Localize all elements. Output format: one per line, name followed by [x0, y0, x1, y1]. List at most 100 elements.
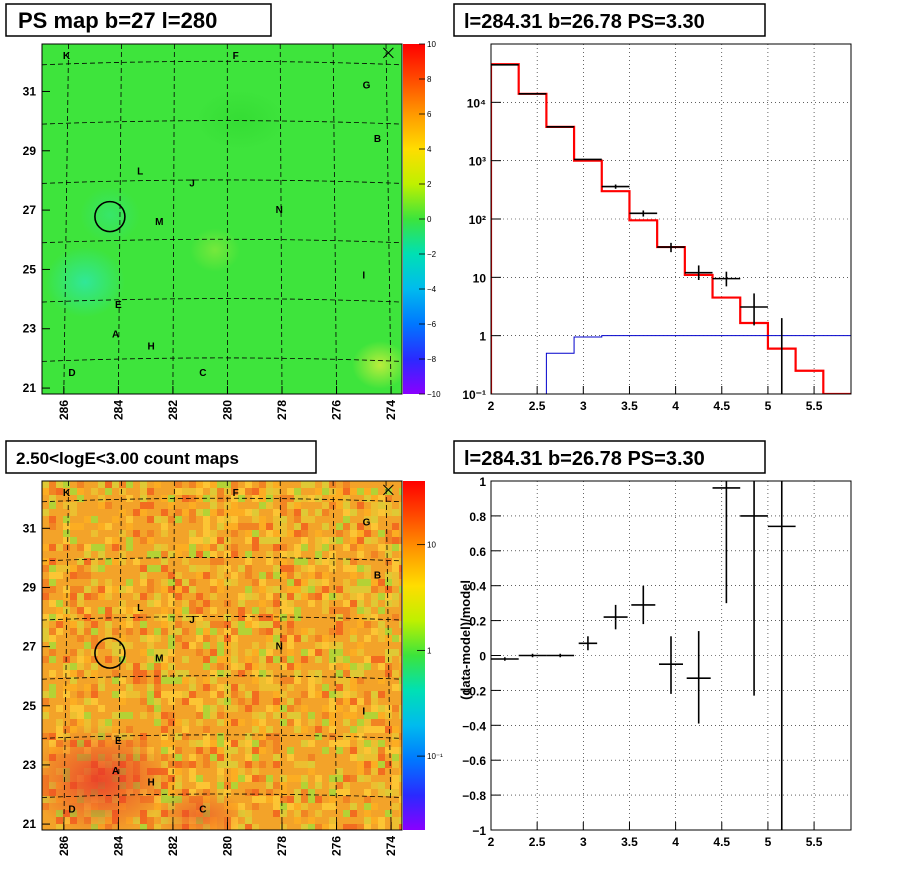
count-map-pixel	[49, 481, 56, 488]
count-map-pixel	[168, 789, 175, 796]
count-map-pixel	[273, 698, 280, 705]
count-map-pixel	[371, 593, 378, 600]
spec-xtick-label-2: 2	[488, 399, 495, 413]
count-map-pixel	[357, 719, 364, 726]
count-map-pixel	[147, 530, 154, 537]
count-map-pixel	[343, 670, 350, 677]
count-map-pixel	[357, 544, 364, 551]
count-map-pixel	[84, 642, 91, 649]
count-map-pixel	[182, 628, 189, 635]
count-map-pixel	[147, 649, 154, 656]
count-map-pixel	[280, 544, 287, 551]
count-map-pixel	[343, 607, 350, 614]
count-map-pixel	[231, 551, 238, 558]
count-map-pixel	[322, 586, 329, 593]
map1-grid-lon-278	[279, 44, 283, 394]
count-map-pixel	[189, 537, 196, 544]
res-ytick-label-1: 1	[479, 475, 486, 489]
count-map-pixel	[175, 586, 182, 593]
count-map-pixel	[322, 488, 329, 495]
count-map-pixel	[210, 740, 217, 747]
count-map-pixel	[245, 481, 252, 488]
count-map-pixel	[350, 523, 357, 530]
count-map-pixel	[301, 761, 308, 768]
count-map-pixel	[77, 593, 84, 600]
residual-grid	[491, 481, 851, 830]
count-map-pixel	[357, 621, 364, 628]
map1-grid-lon-284	[117, 44, 122, 394]
count-map-pixel	[294, 677, 301, 684]
count-map-pixel	[63, 565, 70, 572]
count-map-pixel	[266, 558, 273, 565]
count-map-pixel	[161, 558, 168, 565]
count-map-pixel	[231, 516, 238, 523]
count-map-pixel	[140, 621, 147, 628]
count-map-pixel	[350, 544, 357, 551]
count-map-pixel	[252, 677, 259, 684]
count-map-pixel	[399, 537, 402, 544]
count-map-pixel	[140, 502, 147, 509]
count-map-pixel	[210, 509, 217, 516]
count-map-pixel	[329, 488, 336, 495]
count-map-pixel	[84, 684, 91, 691]
count-map-pixel	[336, 684, 343, 691]
count-map-pixel	[385, 761, 392, 768]
map1-grid-lon-274	[385, 44, 392, 394]
count-map-pixel	[252, 593, 259, 600]
map2-source-F: F	[233, 488, 239, 499]
count-map-pixel	[301, 593, 308, 600]
count-map-hot-region	[42, 725, 170, 830]
count-map-pixel	[238, 740, 245, 747]
count-map-pixel	[371, 586, 378, 593]
count-map-pixel	[98, 719, 105, 726]
count-map-pixel	[140, 509, 147, 516]
count-map-pixel	[273, 537, 280, 544]
count-map-pixel	[364, 761, 371, 768]
count-map-pixel	[343, 502, 350, 509]
count-map-pixel	[336, 607, 343, 614]
count-map-pixel	[98, 684, 105, 691]
count-map-pixel	[161, 523, 168, 530]
count-map-pixel	[266, 705, 273, 712]
count-map-pixel	[84, 551, 91, 558]
count-map-pixel	[252, 775, 259, 782]
count-map-pixel	[203, 635, 210, 642]
count-map-pixel	[175, 719, 182, 726]
map1-ytick-label-25: 25	[23, 262, 37, 276]
map2-source-H: H	[147, 778, 154, 789]
count-map-pixel	[294, 488, 301, 495]
count-map-pixel	[329, 607, 336, 614]
count-map-pixel	[371, 600, 378, 607]
count-map-pixel	[126, 586, 133, 593]
count-map-pixel	[287, 488, 294, 495]
count-map-pixel	[210, 544, 217, 551]
count-map-pixel	[203, 761, 210, 768]
count-map-pixel	[77, 719, 84, 726]
count-map-pixel	[77, 565, 84, 572]
count-map-pixel	[238, 775, 245, 782]
map1-grid-lon-282	[172, 44, 175, 394]
count-map-pixel	[287, 635, 294, 642]
count-map-pixel	[238, 495, 245, 502]
ps-map-high-region-2	[190, 228, 240, 272]
count-map-pixel	[196, 621, 203, 628]
count-map-pixel	[42, 733, 49, 740]
count-map-pixel	[343, 509, 350, 516]
count-map-pixel	[294, 726, 301, 733]
count-map-pixel	[329, 502, 336, 509]
count-map-pixel	[154, 544, 161, 551]
count-map-pixel	[350, 677, 357, 684]
count-map-pixel	[49, 628, 56, 635]
count-map-pixel	[175, 761, 182, 768]
count-map-pixel	[133, 670, 140, 677]
map2-xtick-label-282: 282	[166, 836, 180, 856]
count-map-pixel	[350, 600, 357, 607]
count-map-pixel	[343, 614, 350, 621]
count-map-pixel	[343, 775, 350, 782]
count-map-pixel	[147, 698, 154, 705]
count-map-pixel	[273, 565, 280, 572]
count-map-pixel	[98, 523, 105, 530]
count-map-pixel	[84, 544, 91, 551]
count-map-pixel	[378, 635, 385, 642]
count-map-pixel	[77, 628, 84, 635]
